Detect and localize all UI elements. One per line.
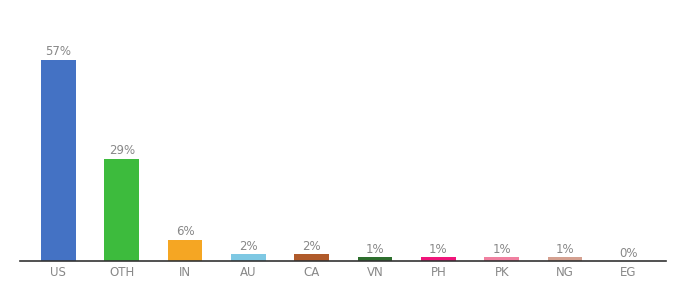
Bar [421,257,456,261]
Bar [547,257,583,261]
Text: 1%: 1% [366,243,384,256]
Bar [358,257,392,261]
Bar [294,254,329,261]
Bar [168,240,203,261]
Text: 0%: 0% [619,247,638,260]
Text: 29%: 29% [109,144,135,157]
Text: 1%: 1% [492,243,511,256]
Text: 1%: 1% [429,243,447,256]
Bar [104,159,139,261]
Bar [231,254,266,261]
Text: 57%: 57% [46,45,71,58]
Text: 1%: 1% [556,243,575,256]
Bar [484,257,519,261]
Bar [41,60,75,261]
Text: 6%: 6% [175,225,194,239]
Text: 2%: 2% [239,239,258,253]
Text: 2%: 2% [303,239,321,253]
